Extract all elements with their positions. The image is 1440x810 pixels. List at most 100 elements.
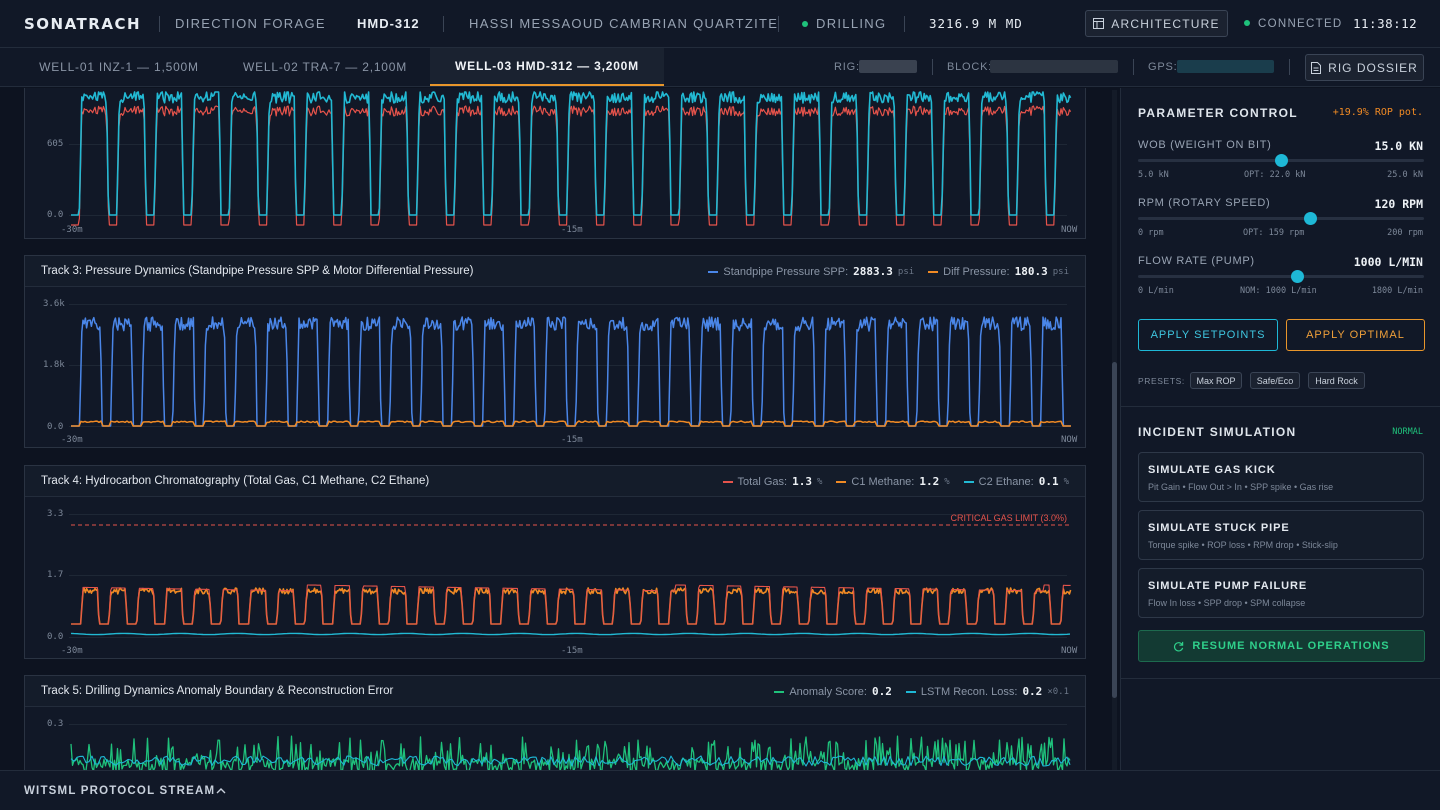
- track-legend: Standpipe Pressure SPP: 2883.3 psi Diff Pr…: [708, 265, 1069, 278]
- preset-max-rop[interactable]: Max ROP: [1190, 372, 1242, 389]
- rpm-label: RPM (ROTARY SPEED): [1138, 197, 1271, 209]
- apply-optimal-button[interactable]: APPLY OPTIMAL: [1286, 319, 1425, 351]
- legend-item-diff-pressure: Diff Pressure: 180.3 psi: [928, 265, 1069, 278]
- track-3-plot: [71, 316, 1071, 427]
- legend-value: 180.3: [1014, 265, 1048, 278]
- wob-max: 25.0 kN: [1387, 170, 1423, 180]
- clock: 11:38:12: [1353, 16, 1418, 31]
- flow-rate-slider-handle[interactable]: [1291, 270, 1305, 283]
- legend-swatch: [905, 690, 916, 693]
- wob-min: 5.0 kN: [1138, 170, 1169, 180]
- drilling-status: DRILLING: [816, 16, 887, 31]
- legend-name: LSTM Recon. Loss:: [920, 685, 1018, 698]
- anomaly-score-series: [70, 735, 1071, 770]
- time-label: -30m: [61, 225, 83, 235]
- grid-line: [69, 575, 1067, 576]
- rpm-slider-handle[interactable]: [1303, 212, 1317, 225]
- card-title: SIMULATE STUCK PIPE: [1148, 522, 1290, 534]
- gps-label: GPS:: [1148, 61, 1178, 73]
- card-title: SIMULATE PUMP FAILURE: [1148, 580, 1308, 592]
- legend-item-spp: Standpipe Pressure SPP: 2883.3 psi: [708, 265, 914, 278]
- legend-swatch: [963, 480, 974, 483]
- y-tick-label: 3.6k: [43, 299, 65, 309]
- card-subtitle: Torque spike • ROP loss • RPM drop • Sti…: [1148, 540, 1338, 550]
- block-redacted-value: [990, 60, 1118, 73]
- rig-redacted-value: [859, 60, 917, 73]
- tab-well-01[interactable]: WELL-01 INZ-1 — 1,500M: [39, 60, 199, 74]
- incident-simulation-title: INCIDENT SIMULATION: [1138, 425, 1297, 439]
- main-scrollbar-thumb[interactable]: [1112, 362, 1117, 698]
- preset-hard-rock[interactable]: Hard Rock: [1308, 372, 1365, 389]
- chevron-up-icon[interactable]: [216, 787, 226, 794]
- legend-swatch: [836, 480, 847, 483]
- flow-rate-slider[interactable]: [1138, 275, 1424, 278]
- legend-swatch: [722, 480, 733, 483]
- time-label: -30m: [61, 435, 83, 445]
- legend-name: C2 Ethane:: [978, 475, 1034, 488]
- incident-status: NORMAL: [1392, 427, 1423, 437]
- well-code: HMD-312: [357, 16, 420, 31]
- architecture-icon: [1093, 18, 1105, 29]
- legend-unit: psi: [1052, 266, 1069, 277]
- flow-rate-label: FLOW RATE (PUMP): [1138, 255, 1255, 267]
- time-label: NOW: [1061, 225, 1078, 235]
- document-icon: [1311, 61, 1322, 74]
- resume-normal-operations-button[interactable]: RESUME NORMAL OPERATIONS: [1138, 630, 1425, 662]
- y-tick-label: 0.3: [47, 719, 64, 729]
- witsml-stream-bar[interactable]: WITSML PROTOCOL STREAM: [0, 770, 1440, 810]
- preset-safe-eco[interactable]: Safe/Eco: [1250, 372, 1300, 389]
- wob-slider-handle[interactable]: [1275, 154, 1288, 167]
- architecture-label: ARCHITECTURE: [1111, 16, 1220, 31]
- track-2-panel: 605 0.0 -30m -15m NOW: [24, 88, 1086, 239]
- track-title: Track 3: Pressure Dynamics (Standpipe Pr…: [41, 265, 474, 277]
- legend-value: 1.3: [792, 475, 812, 488]
- meta-divider: [1133, 59, 1134, 75]
- card-subtitle: Pit Gain • Flow Out > In • SPP spike • G…: [1148, 482, 1334, 492]
- track-legend: Total Gas: 1.3% C1 Methane: 1.2% C2 Ethane…: [722, 475, 1069, 488]
- simulate-stuck-pipe-button[interactable]: SIMULATE STUCK PIPE Torque spike • ROP l…: [1138, 510, 1424, 560]
- y-tick-label: 605: [47, 139, 64, 149]
- header-divider: [778, 15, 779, 32]
- total-gas-series: [71, 584, 1071, 625]
- rpm-slider[interactable]: [1138, 217, 1424, 220]
- lstm-loss-series: [70, 755, 1071, 767]
- rig-label: RIG:: [834, 61, 860, 73]
- side-panel: PARAMETER CONTROL +19.9% ROP pot. WOB (W…: [1120, 88, 1440, 770]
- track-title: Track 5: Drilling Dynamics Anomaly Bound…: [41, 685, 394, 697]
- legend-item-c2-ethane: C2 Ethane: 0.1%: [963, 475, 1069, 488]
- simulate-gas-kick-button[interactable]: SIMULATE GAS KICK Pit Gain • Flow Out > …: [1138, 452, 1424, 502]
- tab-well-03[interactable]: WELL-03 HMD-312 — 3,200M: [430, 48, 664, 86]
- department-label: DIRECTION FORAGE: [175, 16, 326, 31]
- rpm-value: 120 RPM: [1374, 197, 1423, 211]
- legend-value: 0.1: [1038, 475, 1059, 488]
- connection-status: CONNECTED: [1258, 17, 1343, 30]
- simulate-pump-failure-button[interactable]: SIMULATE PUMP FAILURE Flow In loss • SPP…: [1138, 568, 1424, 618]
- architecture-button[interactable]: ARCHITECTURE: [1085, 10, 1228, 37]
- legend-value: 0.2: [1022, 685, 1043, 698]
- legend-unit: psi: [897, 266, 915, 277]
- grid-line: [69, 724, 1067, 725]
- legend-value: 0.2: [871, 685, 892, 698]
- wob-value: 15.0 KN: [1374, 139, 1423, 153]
- rig-dossier-button[interactable]: RIG DOSSIER: [1305, 54, 1424, 81]
- drilling-status-dot-icon: [802, 21, 808, 27]
- track-2-series-red: [71, 105, 1072, 226]
- apply-setpoints-button[interactable]: APPLY SETPOINTS: [1138, 319, 1278, 351]
- track-4-panel: Track 4: Hydrocarbon Chromatography (Tot…: [24, 465, 1086, 659]
- header-divider: [159, 15, 161, 32]
- field-name: HASSI MESSAOUD CAMBRIAN QUARTZITE: [469, 16, 779, 31]
- legend-name: Diff Pressure:: [943, 265, 1010, 278]
- brand-logo: SONATRACH: [24, 14, 142, 33]
- presets-label: PRESETS:: [1138, 376, 1185, 386]
- rpm-min: 0 rpm: [1138, 228, 1164, 238]
- flow-min: 0 L/min: [1138, 286, 1174, 296]
- legend-unit: %: [944, 476, 950, 487]
- legend-item-c1-methane: C1 Methane: 1.2%: [836, 475, 950, 488]
- flow-rate-value: 1000 L/MIN: [1353, 255, 1423, 269]
- legend-name: Anomaly Score:: [789, 685, 867, 698]
- track-header: Track 5: Drilling Dynamics Anomaly Bound…: [25, 676, 1085, 707]
- tab-well-02[interactable]: WELL-02 TRA-7 — 2,100M: [242, 60, 408, 74]
- header-divider: [904, 15, 905, 32]
- track-title: Track 4: Hydrocarbon Chromatography (Tot…: [41, 475, 430, 487]
- y-tick-label: 3.3: [47, 509, 64, 519]
